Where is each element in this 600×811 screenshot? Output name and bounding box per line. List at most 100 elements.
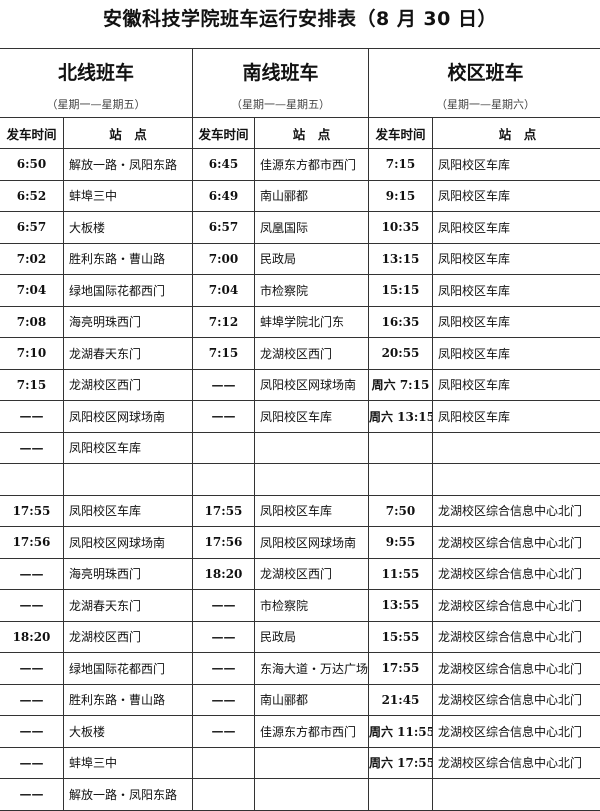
departure-time: 7:15 bbox=[0, 368, 64, 401]
departure-time: —— bbox=[0, 746, 64, 779]
schedule-table: 北线班车 （星期一—星期五） 南线班车 （星期一—星期五） 校区班车 （星期一—星期六… bbox=[0, 48, 600, 811]
departure-time: 18:20 bbox=[192, 557, 255, 590]
departure-time bbox=[192, 431, 255, 464]
stop-name: 大板楼 bbox=[63, 211, 193, 244]
col-header-time: 发车时间 bbox=[368, 117, 433, 149]
departure-time: 15:55 bbox=[368, 620, 433, 653]
stop-name: 蚌埠三中 bbox=[63, 179, 193, 212]
group-south: 南线班车 （星期一—星期五） bbox=[192, 48, 369, 118]
stop-name bbox=[432, 431, 600, 464]
table-row: —— 绿地国际花都西门 —— 东海大道・万达广场 17:55 龙湖校区综合信息中心北门 bbox=[0, 652, 600, 685]
departure-time: —— bbox=[0, 431, 64, 464]
table-row: —— 大板楼 —— 佳源东方都市西门 周六 11:55 龙湖校区综合信息中心北门 bbox=[0, 715, 600, 748]
stop-name bbox=[432, 463, 600, 496]
departure-time: 7:02 bbox=[0, 242, 64, 275]
stop-name: 凤阳校区车库 bbox=[254, 400, 369, 433]
departure-time bbox=[368, 778, 433, 811]
col-header-stop: 站 点 bbox=[432, 117, 600, 149]
table-row: 7:15 龙湖校区西门 —— 凤阳校区网球场南 周六 7:15 凤阳校区车库 bbox=[0, 368, 600, 401]
departure-time: —— bbox=[0, 589, 64, 622]
group-title: 校区班车 bbox=[447, 62, 524, 84]
group-days: （星期一—星期六） bbox=[436, 98, 535, 111]
page-title: 安徽科技学院班车运行安排表（8 月 30 日） bbox=[102, 8, 497, 30]
departure-time: 周六 7:15 bbox=[368, 368, 433, 401]
table-row: —— 解放一路・凤阳东路 bbox=[0, 778, 600, 811]
departure-time: —— bbox=[192, 368, 255, 401]
stop-name: 海亮明珠西门 bbox=[63, 557, 193, 590]
departure-time: 10:35 bbox=[368, 211, 433, 244]
departure-time: 7:15 bbox=[192, 337, 255, 370]
table-row: —— 凤阳校区网球场南 —— 凤阳校区车库 周六 13:15 凤阳校区车库 bbox=[0, 400, 600, 433]
group-title: 南线班车 bbox=[242, 62, 319, 84]
departure-time: 7:08 bbox=[0, 305, 64, 338]
departure-time: 周六 11:55 bbox=[368, 715, 433, 748]
stop-name: 凤阳校区车库 bbox=[432, 274, 600, 307]
stop-name: 龙湖校区综合信息中心北门 bbox=[432, 746, 600, 779]
departure-time: —— bbox=[0, 400, 64, 433]
stop-name: 凤阳校区车库 bbox=[432, 337, 600, 370]
departure-time: 17:55 bbox=[0, 494, 64, 527]
departure-time: 15:15 bbox=[368, 274, 433, 307]
stop-name: 龙湖校区综合信息中心北门 bbox=[432, 652, 600, 685]
stop-name: 凤阳校区车库 bbox=[432, 211, 600, 244]
departure-time: —— bbox=[0, 715, 64, 748]
departure-time bbox=[192, 463, 255, 496]
stop-name: 龙湖校区综合信息中心北门 bbox=[432, 715, 600, 748]
table-row: —— 胜利东路・曹山路 —— 南山郦都 21:45 龙湖校区综合信息中心北门 bbox=[0, 683, 600, 716]
stop-name bbox=[254, 778, 369, 811]
stop-name: 凤阳校区车库 bbox=[63, 431, 193, 464]
table-row: 7:04 绿地国际花都西门 7:04 市检察院 15:15 凤阳校区车库 bbox=[0, 274, 600, 307]
departure-time: 6:50 bbox=[0, 148, 64, 181]
departure-time: 16:35 bbox=[368, 305, 433, 338]
departure-time: —— bbox=[192, 620, 255, 653]
departure-time: 7:00 bbox=[192, 242, 255, 275]
departure-time: —— bbox=[192, 715, 255, 748]
stop-name: 南山郦都 bbox=[254, 683, 369, 716]
stop-name: 龙湖校区西门 bbox=[254, 337, 369, 370]
stop-name: 解放一路・凤阳东路 bbox=[63, 148, 193, 181]
departure-time: 7:12 bbox=[192, 305, 255, 338]
group-campus: 校区班车 （星期一—星期六） bbox=[368, 48, 600, 118]
departure-time: 11:55 bbox=[368, 557, 433, 590]
table-row: —— 海亮明珠西门 18:20 龙湖校区西门 11:55 龙湖校区综合信息中心北门 bbox=[0, 557, 600, 590]
group-title: 北线班车 bbox=[57, 62, 134, 84]
table-row: —— 蚌埠三中 周六 17:55 龙湖校区综合信息中心北门 bbox=[0, 746, 600, 779]
departure-time: 17:56 bbox=[192, 526, 255, 559]
departure-time: 周六 13:15 bbox=[368, 400, 433, 433]
group-days: （星期一—星期五） bbox=[231, 98, 330, 111]
stop-name: 凤阳校区车库 bbox=[432, 400, 600, 433]
departure-time: —— bbox=[192, 652, 255, 685]
departure-time bbox=[368, 463, 433, 496]
stop-name: 绿地国际花都西门 bbox=[63, 274, 193, 307]
stop-name: 龙湖校区综合信息中心北门 bbox=[432, 526, 600, 559]
departure-time: 20:55 bbox=[368, 337, 433, 370]
departure-time: 13:55 bbox=[368, 589, 433, 622]
departure-time: —— bbox=[0, 683, 64, 716]
table-row: 7:10 龙湖春天东门 7:15 龙湖校区西门 20:55 凤阳校区车库 bbox=[0, 337, 600, 370]
stop-name: 胜利东路・曹山路 bbox=[63, 683, 193, 716]
stop-name: 凤阳校区车库 bbox=[63, 494, 193, 527]
table-row: 18:20 龙湖校区西门 —— 民政局 15:55 龙湖校区综合信息中心北门 bbox=[0, 620, 600, 653]
stop-name: 凤阳校区网球场南 bbox=[254, 526, 369, 559]
stop-name: 大板楼 bbox=[63, 715, 193, 748]
stop-name: 解放一路・凤阳东路 bbox=[63, 778, 193, 811]
stop-name: 凤阳校区网球场南 bbox=[63, 526, 193, 559]
departure-time: 6:57 bbox=[0, 211, 64, 244]
stop-name: 凤阳校区车库 bbox=[432, 305, 600, 338]
stop-name: 民政局 bbox=[254, 620, 369, 653]
departure-time: 17:56 bbox=[0, 526, 64, 559]
stop-name: 凤阳校区车库 bbox=[432, 179, 600, 212]
departure-time bbox=[0, 463, 64, 496]
departure-time: 6:57 bbox=[192, 211, 255, 244]
stop-name: 市检察院 bbox=[254, 589, 369, 622]
departure-time bbox=[192, 746, 255, 779]
stop-name: 凤阳校区车库 bbox=[432, 368, 600, 401]
stop-name: 南山郦都 bbox=[254, 179, 369, 212]
group-north: 北线班车 （星期一—星期五） bbox=[0, 48, 193, 118]
group-days: （星期一—星期五） bbox=[46, 98, 146, 111]
stop-name: 佳源东方都市西门 bbox=[254, 715, 369, 748]
stop-name: 凤阳校区车库 bbox=[432, 242, 600, 275]
group-header-row: 北线班车 （星期一—星期五） 南线班车 （星期一—星期五） 校区班车 （星期一—星期六… bbox=[0, 48, 600, 118]
stop-name: 龙湖校区综合信息中心北门 bbox=[432, 494, 600, 527]
stop-name: 凤阳校区网球场南 bbox=[63, 400, 193, 433]
